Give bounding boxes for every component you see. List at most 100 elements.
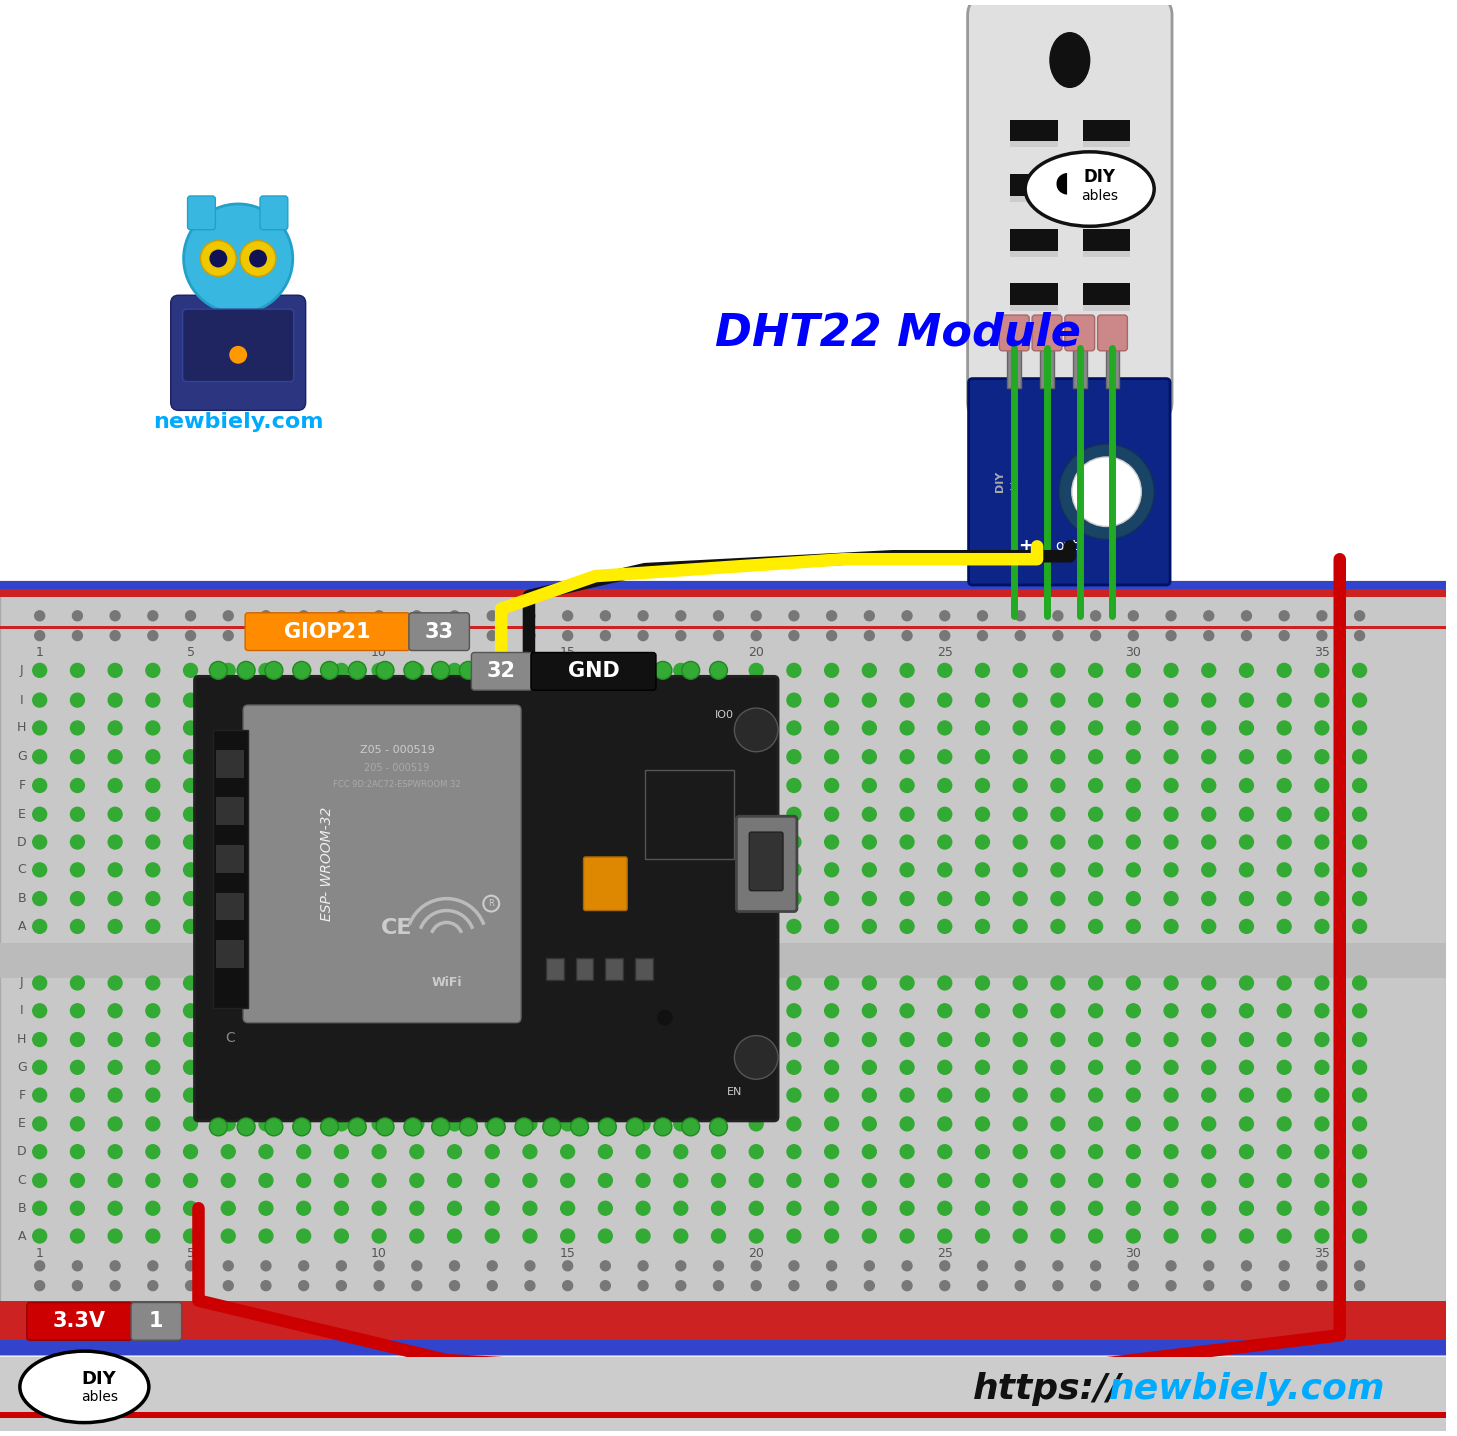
Circle shape	[938, 919, 951, 933]
Circle shape	[1241, 610, 1252, 620]
Circle shape	[146, 1004, 160, 1018]
Circle shape	[599, 1173, 612, 1188]
Circle shape	[561, 1144, 574, 1159]
Circle shape	[1316, 750, 1329, 764]
Circle shape	[900, 721, 914, 735]
Circle shape	[734, 708, 778, 751]
Circle shape	[938, 1144, 951, 1159]
Circle shape	[1126, 663, 1141, 678]
Circle shape	[976, 1229, 989, 1244]
Circle shape	[297, 1202, 310, 1215]
Circle shape	[32, 778, 47, 793]
Circle shape	[1352, 721, 1367, 735]
Circle shape	[734, 1035, 778, 1080]
Circle shape	[372, 1202, 386, 1215]
Circle shape	[600, 610, 610, 620]
Circle shape	[673, 750, 688, 764]
Circle shape	[409, 663, 424, 678]
Bar	[216, 750, 245, 777]
Circle shape	[337, 630, 347, 640]
FancyBboxPatch shape	[188, 195, 216, 230]
Circle shape	[1164, 750, 1179, 764]
Circle shape	[561, 663, 574, 678]
Text: https://: https://	[973, 1371, 1122, 1406]
Circle shape	[637, 721, 650, 735]
Circle shape	[70, 694, 85, 707]
Text: +: +	[1017, 537, 1033, 556]
Circle shape	[562, 630, 573, 640]
Circle shape	[221, 1060, 235, 1074]
Circle shape	[1126, 1202, 1141, 1215]
Circle shape	[825, 919, 839, 933]
Circle shape	[1059, 444, 1154, 540]
Circle shape	[409, 778, 424, 793]
Circle shape	[790, 610, 798, 620]
Circle shape	[1088, 721, 1103, 735]
Circle shape	[976, 1173, 989, 1188]
Circle shape	[32, 694, 47, 707]
Circle shape	[938, 750, 951, 764]
Circle shape	[676, 610, 686, 620]
Circle shape	[1088, 1004, 1103, 1018]
Circle shape	[32, 863, 47, 877]
Bar	[1083, 283, 1131, 306]
Circle shape	[259, 750, 272, 764]
Circle shape	[902, 630, 912, 640]
Circle shape	[599, 1088, 612, 1101]
Circle shape	[1126, 694, 1141, 707]
Text: ables: ables	[80, 1390, 118, 1404]
Circle shape	[1126, 863, 1141, 877]
Circle shape	[146, 863, 160, 877]
Bar	[0, 589, 1445, 597]
Circle shape	[485, 750, 500, 764]
Circle shape	[412, 1261, 421, 1271]
Circle shape	[900, 1173, 914, 1188]
Circle shape	[32, 976, 47, 989]
Circle shape	[1088, 836, 1103, 849]
Circle shape	[259, 1088, 272, 1101]
Circle shape	[940, 1281, 950, 1291]
Circle shape	[1278, 1173, 1291, 1188]
Circle shape	[790, 1261, 798, 1271]
Bar	[605, 958, 624, 979]
Circle shape	[185, 1261, 195, 1271]
Circle shape	[976, 1088, 989, 1101]
Circle shape	[787, 1173, 801, 1188]
Circle shape	[1050, 1117, 1065, 1130]
Circle shape	[259, 778, 272, 793]
Circle shape	[561, 1004, 574, 1018]
Circle shape	[335, 750, 348, 764]
Circle shape	[752, 610, 761, 620]
Circle shape	[485, 863, 500, 877]
Circle shape	[147, 1261, 157, 1271]
FancyBboxPatch shape	[584, 857, 627, 910]
Circle shape	[864, 610, 874, 620]
Circle shape	[261, 1261, 271, 1271]
Circle shape	[940, 1261, 950, 1271]
Circle shape	[787, 1004, 801, 1018]
Circle shape	[1088, 892, 1103, 906]
Circle shape	[146, 1229, 160, 1244]
Circle shape	[259, 1117, 272, 1130]
Circle shape	[599, 1202, 612, 1215]
Circle shape	[223, 1281, 233, 1291]
Circle shape	[825, 892, 839, 906]
Circle shape	[749, 721, 763, 735]
Circle shape	[1128, 1261, 1138, 1271]
Circle shape	[261, 610, 271, 620]
FancyBboxPatch shape	[1032, 314, 1062, 350]
Circle shape	[447, 1060, 462, 1074]
Circle shape	[1316, 1229, 1329, 1244]
Circle shape	[1203, 1261, 1214, 1271]
Circle shape	[297, 1004, 310, 1018]
Circle shape	[787, 1117, 801, 1130]
Circle shape	[1355, 1261, 1365, 1271]
FancyBboxPatch shape	[1000, 314, 1029, 350]
Ellipse shape	[1050, 33, 1090, 88]
Circle shape	[32, 1229, 47, 1244]
Circle shape	[1126, 1060, 1141, 1074]
Circle shape	[599, 863, 612, 877]
Circle shape	[1126, 807, 1141, 821]
Circle shape	[32, 1060, 47, 1074]
Circle shape	[523, 1144, 536, 1159]
